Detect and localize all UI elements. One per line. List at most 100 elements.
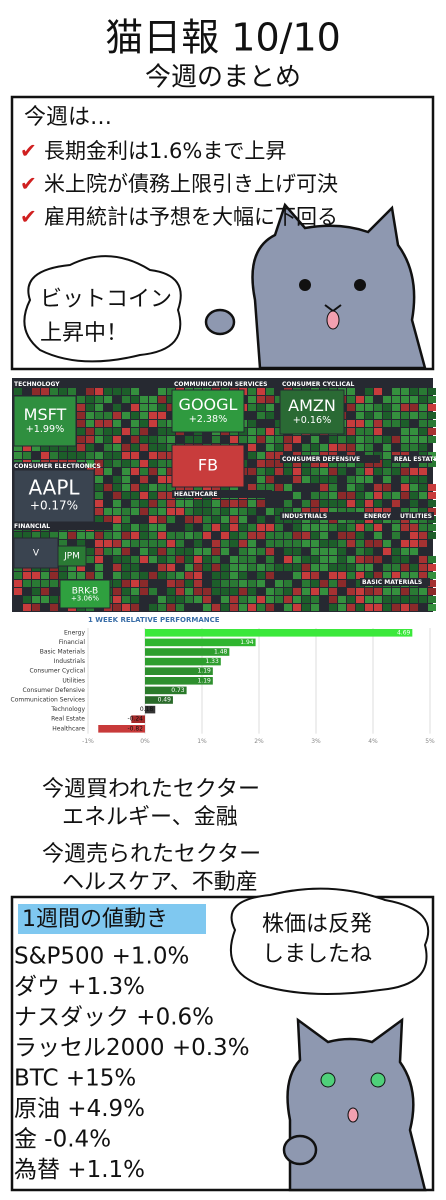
tile (266, 404, 274, 411)
tile (176, 580, 184, 587)
tile (266, 388, 274, 395)
sector-label: UTILITIES (400, 513, 432, 520)
bar (145, 648, 230, 656)
tile (122, 492, 130, 499)
panel (10, 95, 435, 371)
bar (98, 725, 145, 733)
tile (374, 532, 382, 539)
tile (50, 444, 58, 451)
tile (392, 596, 400, 603)
tile (293, 532, 301, 539)
category-label: Healthcare (52, 725, 85, 732)
tile (14, 532, 22, 539)
tile (113, 548, 121, 555)
tile (284, 484, 292, 491)
x-tick-label: 1% (197, 738, 207, 745)
tile (104, 436, 112, 443)
tile (194, 572, 202, 579)
tile (140, 436, 148, 443)
tile (77, 420, 85, 427)
tile (410, 540, 418, 547)
tile (248, 388, 256, 395)
tile (257, 404, 265, 411)
tile (176, 588, 184, 595)
tile (257, 396, 265, 403)
tile (401, 556, 409, 563)
tile (239, 516, 247, 523)
tile (185, 580, 193, 587)
tile (266, 468, 274, 475)
tile (176, 596, 184, 603)
tile (320, 484, 328, 491)
tile (383, 412, 391, 419)
tile (41, 388, 49, 395)
check-mark: ✔ (20, 139, 37, 163)
tile (419, 412, 427, 419)
tile (131, 404, 139, 411)
tile (77, 572, 85, 579)
tile (113, 428, 121, 435)
bubble-text: 株価は反発 (262, 912, 372, 937)
tile (410, 388, 418, 395)
tile (419, 588, 427, 595)
tile (293, 508, 301, 515)
tile (338, 540, 346, 547)
tile (140, 540, 148, 547)
tile (158, 476, 166, 483)
tile (212, 564, 220, 571)
sector-header (172, 380, 272, 388)
tile (410, 604, 418, 611)
sector-label: INDUSTRIALS (282, 513, 327, 520)
tile (113, 388, 121, 395)
tile (230, 556, 238, 563)
tile (329, 572, 337, 579)
tile (185, 588, 193, 595)
tile (392, 500, 400, 507)
tile (77, 436, 85, 443)
tile (59, 532, 67, 539)
tile (221, 548, 229, 555)
tile (320, 588, 328, 595)
tile (329, 580, 337, 587)
tile (14, 444, 22, 451)
tile (365, 436, 373, 443)
tile (266, 508, 274, 515)
change: +1.99% (26, 424, 65, 435)
tile (158, 412, 166, 419)
cat (204, 202, 427, 370)
tile (131, 484, 139, 491)
value-label: 1.48 (214, 649, 228, 656)
tile (356, 404, 364, 411)
tile (320, 540, 328, 547)
tile (212, 436, 220, 443)
tile (284, 532, 292, 539)
tile (113, 500, 121, 507)
tile (221, 580, 229, 587)
tile (266, 460, 274, 467)
tile (95, 492, 103, 499)
tile (356, 508, 364, 515)
tile (383, 588, 391, 595)
tile (104, 540, 112, 547)
sector-text: エネルギー、金融 (62, 805, 238, 830)
tile (113, 404, 121, 411)
tile (41, 596, 49, 603)
tile (167, 540, 175, 547)
tile (248, 556, 256, 563)
value-label: -0.24 (127, 716, 143, 723)
tile (194, 556, 202, 563)
x-tick-label: 0% (140, 738, 150, 745)
tile (293, 460, 301, 467)
tile (167, 388, 175, 395)
sector-header (12, 462, 87, 470)
tile (149, 572, 157, 579)
tile (131, 436, 139, 443)
tile (158, 508, 166, 515)
tile (176, 540, 184, 547)
tile (293, 492, 301, 499)
category-label: Communication Services (11, 697, 86, 704)
tile (302, 540, 310, 547)
tile (392, 412, 400, 419)
tile (374, 388, 382, 395)
tile (113, 412, 121, 419)
